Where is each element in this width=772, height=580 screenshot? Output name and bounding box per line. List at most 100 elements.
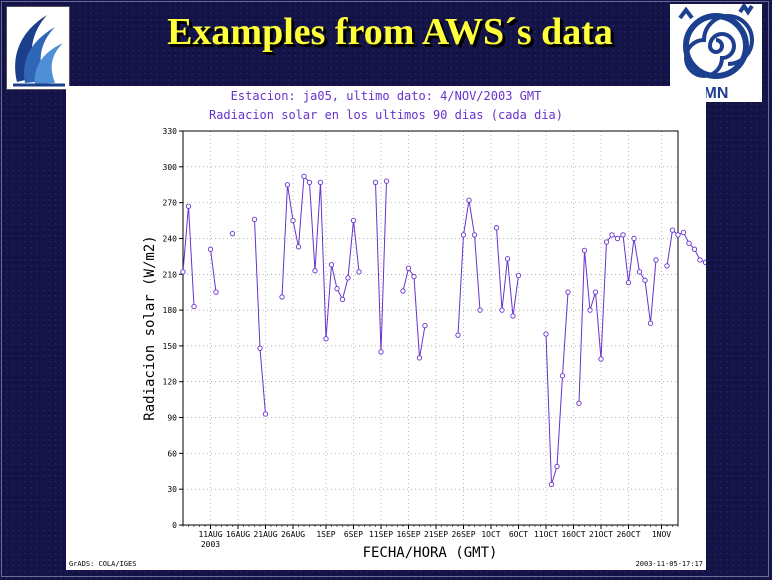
data-point [697,257,703,263]
data-point [625,279,632,286]
series-line-segment [402,267,426,358]
x-tick-label: 6SEP [344,530,363,539]
data-point [587,307,593,313]
data-point [686,240,692,246]
data-point [323,336,329,342]
series-line-segment [457,200,481,336]
x-tick-label: 1OCT [481,530,500,539]
y-axis-label: Radiacion solar (W/m2) [142,235,158,420]
data-point [356,269,362,275]
data-point [317,179,324,185]
data-point [301,173,307,180]
data-point [290,217,296,224]
data-point [614,235,621,242]
y-tick-label: 210 [163,270,178,279]
data-point [400,288,406,294]
data-point [405,265,412,271]
data-point [207,246,214,252]
data-point [185,203,192,209]
data-point [422,322,428,329]
data-point [460,232,467,238]
data-point [416,355,423,361]
data-point [603,239,610,245]
institution-logo-left [6,6,70,90]
chart-title: Estacion: ja05, ultimo dato: 4/NOV/2003 … [231,89,542,103]
chart-subtitle: Radiacion solar en los ultimos 90 dias (… [209,108,563,122]
series-line-segment [578,234,657,404]
y-tick-label: 0 [172,521,177,530]
slide-title: Examples from AWS´s data [167,11,613,53]
axes: 0 30 60 90 120 150 180 210 240 270 300 330 11AUG 16AU… [163,127,679,549]
data-point [345,275,351,281]
data-point [372,179,379,185]
plot-panel: Estacion: ja05, ultimo dato: 4/NOV/2003 … [66,86,706,570]
plot-area-border [182,130,679,526]
y-tick-label: 90 [167,414,177,423]
data-point [504,256,511,262]
solar-radiation-chart: Estacion: ja05, ultimo dato: 4/NOV/2003 … [69,89,706,568]
data-point [339,296,346,302]
data-point [499,307,505,313]
data-point [455,332,461,338]
data-point [609,232,615,238]
x-tick-label: 1NOV [652,530,671,539]
data-point [581,247,588,254]
data-point [548,481,555,488]
x-tick-label: 21AUG [253,530,277,539]
series-line-segment [666,229,706,266]
footer-left: GrADS: COLA/IGES [69,560,136,568]
data-point [631,235,637,242]
data-point [334,285,340,292]
y-tick-label: 270 [163,199,178,208]
y-tick-label: 180 [163,306,178,315]
x-tick-label: 21SEP [424,530,448,539]
y-tick-label: 60 [167,449,177,458]
data-point [669,227,676,233]
data-point [251,216,258,223]
x-tick-label: 16SEP [396,530,420,539]
spiral-logo-icon: MN [670,2,762,102]
data-point [559,373,566,379]
data-point [565,289,571,295]
data-point [664,263,670,269]
data-point [543,331,549,337]
data-point [180,269,186,275]
data-series [180,173,706,488]
data-point [383,178,390,184]
data-point [642,277,648,283]
data-point [328,262,335,268]
x-axis-label: FECHA/HORA (GMT) [363,545,498,561]
x-tick-label: 26AUG [281,530,305,539]
data-point [477,307,483,313]
data-point [350,217,357,224]
data-point [213,289,219,295]
y-tick-label: 300 [163,163,178,172]
x-tick-label: 11SEP [369,530,393,539]
data-point [675,232,681,238]
data-point [493,225,500,231]
data-point [647,320,654,326]
logo-right-text: MN [704,85,729,102]
x-tick-label: 16AUG [226,530,250,539]
y-tick-label: 120 [163,378,178,387]
series-line-segment [210,249,217,293]
y-tick-label: 240 [163,234,178,243]
data-point [262,411,269,417]
data-point [510,313,516,319]
x-tick-label: 1SEP [316,530,335,539]
data-point [378,349,384,355]
series-line-segment [375,181,387,352]
data-point [191,303,197,310]
data-point [295,244,302,250]
series-line-segment [281,175,360,339]
data-point [702,259,706,265]
y-tick-label: 30 [167,485,177,494]
x-tick-label: 26SEP [451,530,475,539]
data-point [680,229,687,236]
data-point [466,197,472,203]
data-point [515,272,522,279]
data-point [229,231,236,237]
data-point [592,289,599,295]
x-tick-label: 16OCT [561,530,585,539]
